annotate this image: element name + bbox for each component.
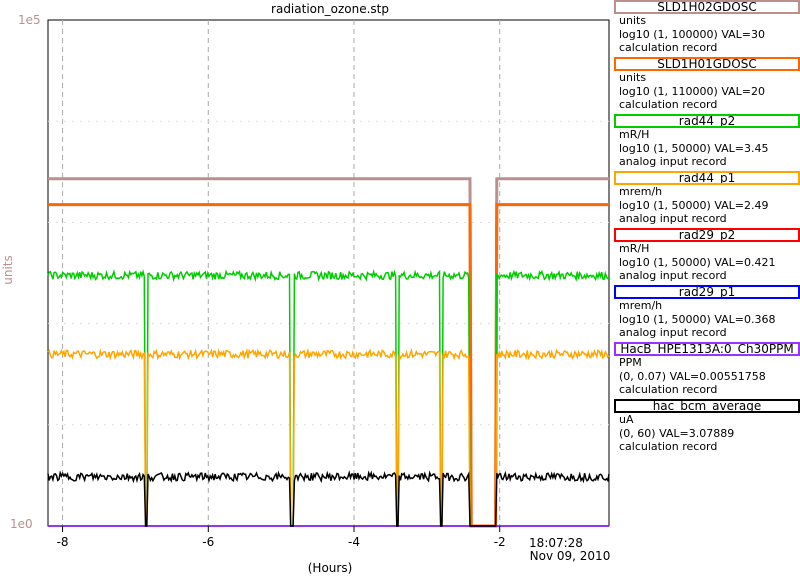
x-tick-label: -2 xyxy=(494,535,506,549)
legend-item[interactable]: rad44_p1 mrem/h log10 (1, 50000) VAL=2.49 a… xyxy=(614,171,800,226)
legend-unit: mrem/h xyxy=(619,185,663,198)
x-tick-label: -8 xyxy=(57,535,69,549)
legend-series-name: hac_bcm_average xyxy=(614,399,800,413)
legend-unit: mR/H xyxy=(619,128,650,141)
legend-unit: mrem/h xyxy=(619,299,663,312)
x-axis-label: (Hours) xyxy=(308,561,353,575)
legend-series-name: rad44_p2 xyxy=(614,114,800,128)
legend-range: log10 (1, 110000) VAL=20 xyxy=(619,84,766,98)
legend-unit: mR/H xyxy=(619,242,650,255)
legend-item[interactable]: rad29_p1 mrem/h log10 (1, 50000) VAL=0.368… xyxy=(614,285,800,340)
legend-series-name: rad29_p1 xyxy=(614,285,800,299)
legend-type: calculation record xyxy=(619,383,718,396)
legend-item[interactable]: rad44_p2 mR/H log10 (1, 50000) VAL=3.45 ana… xyxy=(614,114,800,169)
y-axis-top-label: 1e5 xyxy=(18,13,41,27)
legend-type: analog input record xyxy=(619,155,727,168)
legend-item[interactable]: SLD1H01GDOSC units log10 (1, 110000) VAL=2… xyxy=(614,57,800,112)
legend-unit: uA xyxy=(619,413,634,426)
y-axis-bottom-label: 1e0 xyxy=(10,517,33,531)
legend-range: log10 (1, 50000) VAL=0.421 xyxy=(619,255,776,269)
chart-title: radiation_ozone.stp xyxy=(271,2,389,16)
legend-type: analog input record xyxy=(619,326,727,339)
series-line-rad44-p1 xyxy=(47,347,610,527)
chart-plot: radiation_ozone.stp 1e5 1e0 units -8 -6 -4… xyxy=(1,2,611,575)
timestamp-time: 18:07:28 xyxy=(529,536,583,550)
legend-unit: PPM xyxy=(619,356,642,369)
x-tick-label: -4 xyxy=(348,535,360,549)
legend-type: calculation record xyxy=(619,41,718,54)
legend-range: log10 (1, 100000) VAL=30 xyxy=(619,27,766,41)
legend-series-name: HacB_HPE1313A:0_Ch30PPM xyxy=(614,342,800,356)
legend-type: calculation record xyxy=(619,98,718,111)
series-line-sld1h02gdosc xyxy=(48,177,609,528)
series-line-sld1h01gdosc xyxy=(48,203,609,528)
legend-series-name: rad44_p1 xyxy=(614,171,800,185)
legend-type: analog input record xyxy=(619,269,727,282)
legend: SLD1H02GDOSC units log10 (1, 100000) VAL=3… xyxy=(612,0,800,578)
legend-range: log10 (1, 50000) VAL=0.368 xyxy=(619,312,776,326)
legend-unit: units xyxy=(619,14,647,27)
x-ticks: -8 -6 -4 -2 xyxy=(57,526,506,549)
legend-series-name: SLD1H02GDOSC xyxy=(614,0,800,14)
legend-range: (0, 60) VAL=3.07889 xyxy=(619,426,735,440)
legend-type: calculation record xyxy=(619,440,718,453)
x-tick-label: -6 xyxy=(202,535,214,549)
legend-type: analog input record xyxy=(619,212,727,225)
timestamp-date: Nov 09, 2010 xyxy=(530,549,611,563)
legend-range: log10 (1, 50000) VAL=2.49 xyxy=(619,198,769,212)
legend-range: log10 (1, 50000) VAL=3.45 xyxy=(619,141,769,155)
legend-series-name: SLD1H01GDOSC xyxy=(614,57,800,71)
legend-range: (0, 0.07) VAL=0.00551758 xyxy=(619,369,766,383)
legend-item[interactable]: HacB_HPE1313A:0_Ch30PPM PPM (0, 0.07) VAL=… xyxy=(614,342,800,397)
legend-unit: units xyxy=(619,71,647,84)
legend-item[interactable]: SLD1H02GDOSC units log10 (1, 100000) VAL=3… xyxy=(614,0,800,55)
y-axis-label: units xyxy=(1,255,15,285)
series-line-rad44-p2 xyxy=(47,268,610,527)
legend-series-name: rad29_p2 xyxy=(614,228,800,242)
series-line-hac-bcm-average xyxy=(47,470,610,527)
legend-item[interactable]: rad29_p2 mR/H log10 (1, 50000) VAL=0.421 an… xyxy=(614,228,800,283)
series-layer xyxy=(47,177,610,528)
legend-item[interactable]: hac_bcm_average uA (0, 60) VAL=3.07889 calc… xyxy=(614,399,800,454)
